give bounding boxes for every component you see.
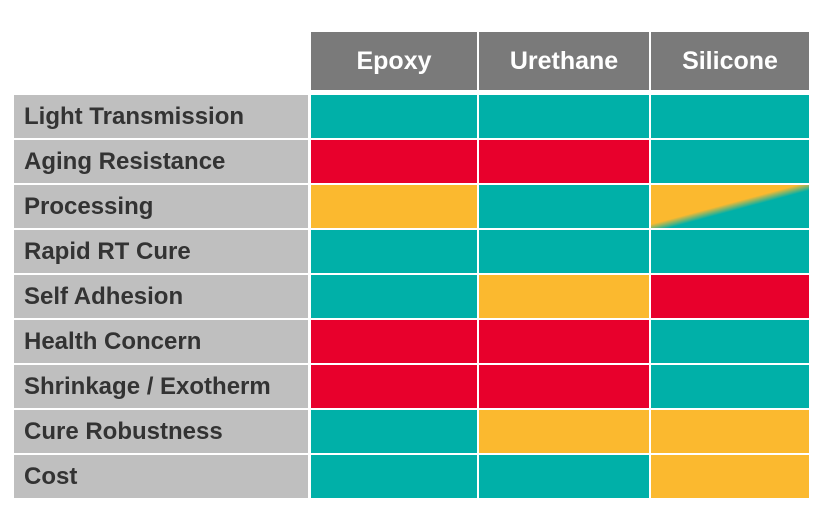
rating-cell-good [479, 185, 649, 228]
rating-cell-poor [311, 365, 477, 408]
rating-cell-poor [479, 320, 649, 363]
rating-cell-good [479, 95, 649, 138]
row-label: Health Concern [14, 320, 308, 363]
rating-cell-fair [651, 455, 809, 498]
rating-cell-good [311, 230, 477, 273]
row-label: Aging Resistance [14, 140, 308, 183]
rating-cell-good [479, 455, 649, 498]
column-header-epoxy: Epoxy [311, 32, 477, 90]
rating-cell-poor [311, 320, 477, 363]
rating-cell-good [651, 365, 809, 408]
rating-cell-fair [311, 185, 477, 228]
rating-cell-good [651, 95, 809, 138]
rating-cell-good [651, 140, 809, 183]
rating-cell-poor [479, 140, 649, 183]
row-label: Cure Robustness [14, 410, 308, 453]
row-label: Self Adhesion [14, 275, 308, 318]
row-label: Shrinkage / Exotherm [14, 365, 308, 408]
rating-cell-poor [651, 275, 809, 318]
row-label: Rapid RT Cure [14, 230, 308, 273]
rating-cell-good [311, 275, 477, 318]
rating-cell-fair [651, 410, 809, 453]
rating-cell-good [651, 320, 809, 363]
row-label: Processing [14, 185, 308, 228]
row-label: Cost [14, 455, 308, 498]
rating-cell-fair [479, 275, 649, 318]
rating-cell-poor [311, 140, 477, 183]
rating-cell-fair [479, 410, 649, 453]
column-header-urethane: Urethane [479, 32, 649, 90]
rating-cell-good [311, 95, 477, 138]
rating-cell-poor [479, 365, 649, 408]
row-label: Light Transmission [14, 95, 308, 138]
rating-cell-good [311, 455, 477, 498]
rating-cell-good [479, 230, 649, 273]
rating-cell-fair-good [651, 185, 809, 228]
column-header-silicone: Silicone [651, 32, 809, 90]
rating-cell-good [651, 230, 809, 273]
rating-cell-good [311, 410, 477, 453]
